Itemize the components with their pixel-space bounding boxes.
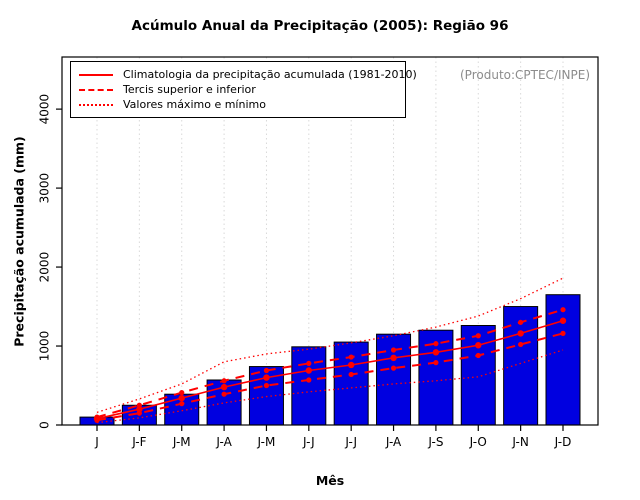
data-point-marker <box>390 354 397 362</box>
legend-label: Tercis superior e inferior <box>123 83 256 96</box>
data-point-marker <box>93 415 101 422</box>
x-axis: J J-F J-M J-A J-M J-J J-J J-A J-S J-O J-N J-D <box>94 425 571 449</box>
bars-group <box>79 294 581 426</box>
chart-title: Acúmulo Anual da Precipitação (2005): Re… <box>131 18 509 34</box>
data-point-marker <box>305 367 313 374</box>
max-line <box>96 277 564 413</box>
data-point-marker <box>475 342 482 349</box>
legend-label: Climatologia da precipitação acumulada (… <box>123 68 417 81</box>
x-tick-label: J-A <box>215 435 232 449</box>
data-point-marker <box>306 360 312 367</box>
data-point-marker <box>390 365 397 371</box>
data-point-marker <box>348 354 354 360</box>
x-tick-label: J-N <box>511 435 528 449</box>
legend-item-terciles: Tercis superior e inferior <box>79 82 397 97</box>
data-point-marker <box>347 361 355 369</box>
data-point-marker <box>518 341 524 348</box>
data-point-marker <box>560 330 566 336</box>
data-point-marker <box>136 406 143 413</box>
min-line <box>96 349 564 424</box>
data-point-marker <box>390 347 397 353</box>
x-tick-label: J-M <box>172 435 191 449</box>
y-tick-label: 4000 <box>38 94 52 125</box>
y-axis-title: Precipitação acumulada (mm) <box>11 136 27 347</box>
data-point-marker <box>179 390 185 396</box>
data-point-marker <box>433 360 439 366</box>
plot-box <box>61 56 599 426</box>
data-point-marker <box>432 349 440 356</box>
data-point-marker <box>263 367 270 374</box>
solid-line-icon <box>79 73 113 76</box>
x-tick-label: J-A <box>385 435 402 449</box>
data-point-marker <box>517 330 524 337</box>
data-point-marker <box>306 377 312 383</box>
data-point-marker <box>220 383 228 391</box>
x-tick-label: J <box>94 435 99 449</box>
x-tick-label: J-O <box>469 435 487 449</box>
data-point-marker <box>221 391 227 397</box>
x-tick-label: J-F <box>131 435 146 449</box>
x-axis-title: Mês <box>315 473 345 488</box>
x-tick-label: J-J <box>344 435 357 449</box>
x-tick-label: J-D <box>554 435 572 449</box>
data-point-marker <box>263 382 270 389</box>
bar <box>460 324 496 426</box>
y-tick-label: 2000 <box>38 252 52 283</box>
y-tick-label: 0 <box>38 421 52 429</box>
data-point-marker <box>518 319 524 325</box>
climatology-line <box>93 317 567 422</box>
legend: Climatologia da precipitação acumulada (… <box>70 61 417 118</box>
legend-item-maxmin: Valores máximo e mínimo <box>79 97 397 112</box>
bar <box>545 294 581 426</box>
data-point-marker <box>433 341 439 347</box>
bar <box>291 346 327 426</box>
dotted-line-icon <box>79 103 113 106</box>
data-point-marker <box>348 371 354 378</box>
dashed-line-icon <box>79 88 113 91</box>
x-tick-label: J-S <box>427 435 443 449</box>
data-point-marker <box>559 317 567 324</box>
tercile-lower-line <box>94 330 566 423</box>
data-point-marker <box>263 374 270 381</box>
data-point-marker <box>475 333 481 339</box>
data-point-marker <box>475 352 481 359</box>
data-point-marker <box>179 401 185 407</box>
data-point-marker <box>178 394 185 402</box>
x-tick-label: J-M <box>257 435 276 449</box>
x-tick-label: J-J <box>302 435 315 449</box>
y-axis: 0 1000 2000 3000 4000 <box>38 94 62 429</box>
product-label: (Produto:CPTEC/INPE) <box>460 68 590 82</box>
data-point-marker <box>221 378 227 384</box>
y-tick-label: 3000 <box>38 173 52 204</box>
data-point-marker <box>560 307 566 313</box>
legend-label: Valores máximo e mínimo <box>123 98 266 111</box>
legend-item-climatology: Climatologia da precipitação acumulada (… <box>79 67 417 82</box>
y-tick-label: 1000 <box>38 331 52 362</box>
